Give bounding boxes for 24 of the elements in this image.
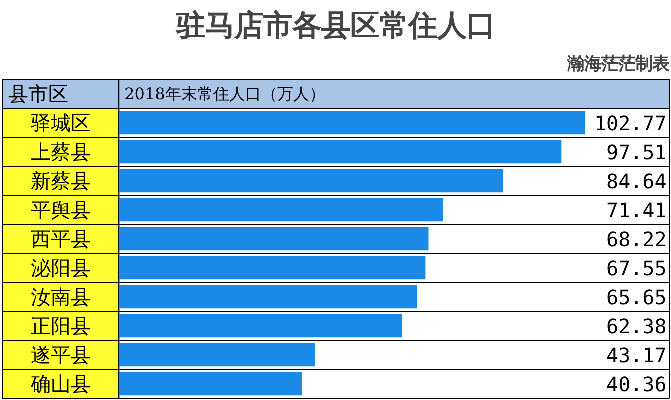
data-label: 43.17: [606, 344, 667, 368]
data-label: 67.55: [606, 256, 667, 280]
y-tick-label: 平舆县: [30, 198, 91, 222]
y-tick-label: 新蔡县: [30, 169, 91, 193]
data-label: 102.77: [594, 112, 667, 136]
y-tick-label: 汝南县: [30, 285, 91, 309]
y-tick-label: 确山县: [30, 372, 91, 396]
y-axis-title: 县市区: [8, 82, 68, 106]
text: 瀚海茫茫制表: [566, 54, 670, 74]
data-label: 71.41: [606, 198, 667, 222]
data-label: 40.36: [606, 372, 667, 396]
data-label: 68.22: [606, 228, 667, 252]
data-label: 62.38: [606, 314, 667, 338]
x-axis-title: 2018年末常住人口（万人）: [124, 84, 326, 104]
y-tick-label: 西平县: [30, 227, 91, 251]
y-tick-label: 驿城区: [30, 111, 91, 135]
y-tick-label: 泌阳县: [30, 256, 91, 280]
y-tick-label: 正阳县: [30, 314, 91, 338]
y-tick-label: 遂平县: [30, 343, 91, 367]
chart-title: 驻马店市各县区常住人口: [176, 8, 496, 42]
y-tick-label: 上蔡县: [30, 140, 91, 164]
data-label: 97.51: [606, 140, 667, 164]
data-label: 84.64: [606, 170, 667, 194]
data-label: 65.65: [606, 286, 667, 310]
